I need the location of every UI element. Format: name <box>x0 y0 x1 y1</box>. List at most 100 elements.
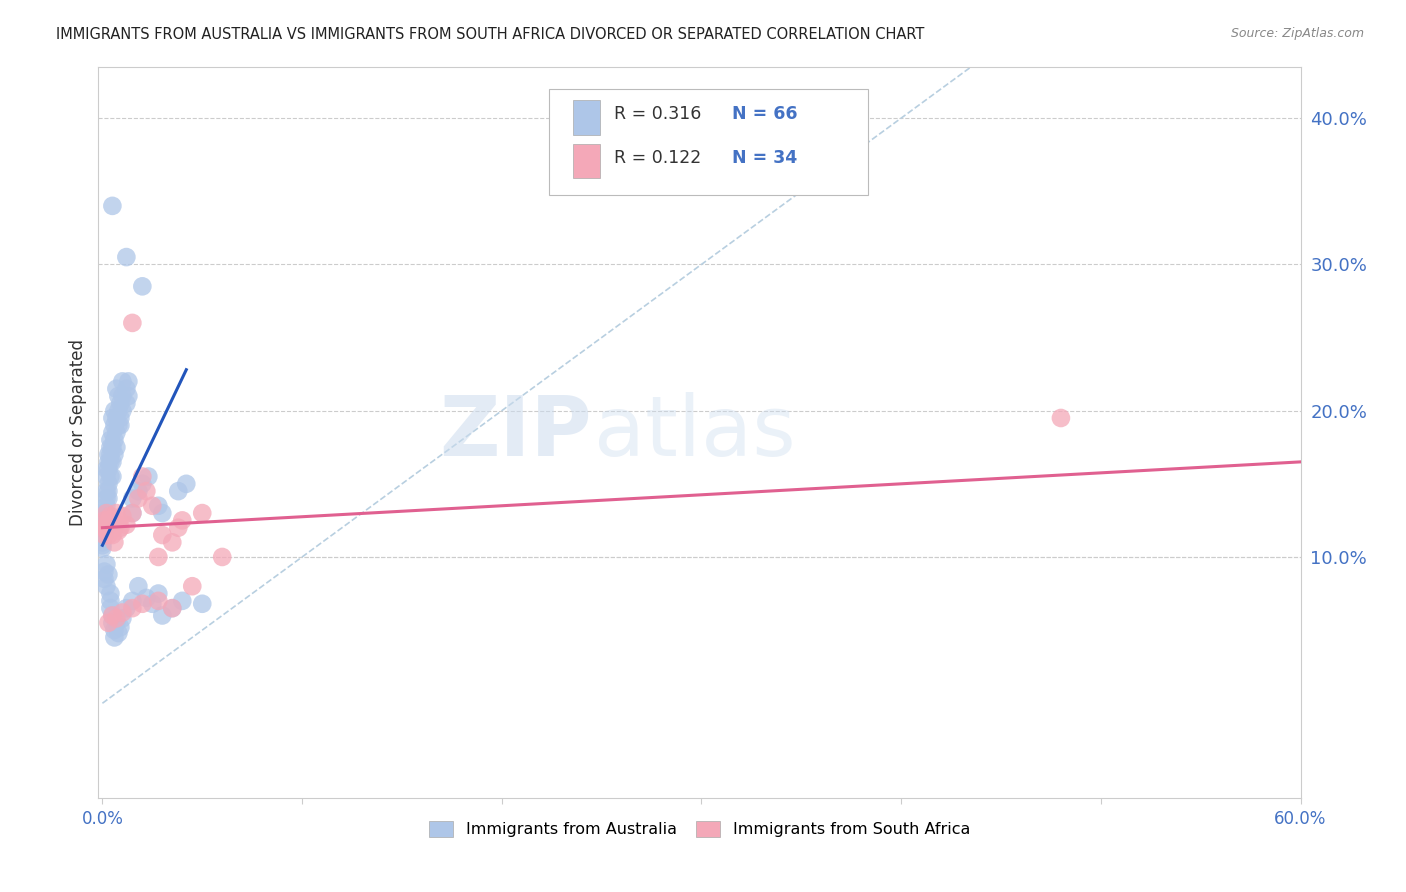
Point <box>91 541 114 556</box>
Point <box>121 601 143 615</box>
Point <box>111 606 134 620</box>
Point <box>101 455 124 469</box>
Point <box>111 508 134 523</box>
Point <box>148 586 170 600</box>
Point <box>91 521 114 535</box>
Text: 0.0%: 0.0% <box>82 810 124 828</box>
Point <box>107 513 129 527</box>
Point <box>96 491 118 506</box>
Point <box>121 506 143 520</box>
Point <box>91 512 114 526</box>
Point <box>115 396 138 410</box>
Point <box>107 389 129 403</box>
Bar <box>574 145 600 178</box>
Point <box>141 499 163 513</box>
Point <box>100 601 122 615</box>
Point <box>127 579 149 593</box>
Point <box>100 448 122 462</box>
Point <box>100 440 122 454</box>
Point <box>162 601 184 615</box>
Point <box>167 484 190 499</box>
Point <box>105 440 128 454</box>
Point <box>148 594 170 608</box>
Point <box>97 448 120 462</box>
Point <box>150 506 173 520</box>
Point <box>148 499 170 513</box>
Point <box>101 411 124 425</box>
Point <box>101 528 124 542</box>
Point <box>211 549 233 564</box>
Point <box>96 517 118 532</box>
Point <box>100 594 122 608</box>
Point <box>107 403 129 417</box>
Point <box>111 389 134 403</box>
Point <box>100 455 122 469</box>
Point <box>96 558 118 572</box>
Point <box>103 403 125 417</box>
Point <box>150 608 173 623</box>
Point <box>101 440 124 454</box>
Point <box>101 615 124 630</box>
Point <box>174 476 197 491</box>
Point <box>162 535 184 549</box>
Point <box>121 506 143 520</box>
Point <box>91 524 114 538</box>
Point <box>100 586 122 600</box>
Point <box>135 591 157 605</box>
Point <box>131 597 153 611</box>
Point <box>93 528 115 542</box>
Point <box>97 521 120 535</box>
Point <box>97 615 120 630</box>
Point <box>97 476 120 491</box>
Point <box>91 535 114 549</box>
Point <box>103 623 125 637</box>
Point <box>111 403 134 417</box>
Point <box>91 506 114 520</box>
Point <box>110 396 132 410</box>
Point <box>100 508 122 523</box>
Point <box>97 513 120 527</box>
Point <box>93 521 115 535</box>
Point <box>91 529 114 543</box>
Point <box>117 375 139 389</box>
Text: N = 34: N = 34 <box>733 149 797 168</box>
Point <box>103 535 125 549</box>
Point <box>115 517 138 532</box>
Point <box>111 375 134 389</box>
Point <box>105 425 128 440</box>
Point <box>103 521 125 535</box>
Point <box>117 389 139 403</box>
Point <box>93 513 115 527</box>
Point <box>105 411 128 425</box>
Point <box>121 594 143 608</box>
Point <box>91 517 114 532</box>
Point <box>115 382 138 396</box>
Point <box>105 611 128 625</box>
Point <box>131 476 153 491</box>
Point <box>110 620 132 634</box>
Point <box>105 382 128 396</box>
Point <box>103 433 125 447</box>
Point <box>96 484 118 499</box>
Point <box>148 549 170 564</box>
Text: ZIP: ZIP <box>439 392 592 473</box>
Point <box>101 608 124 623</box>
Point <box>93 528 115 542</box>
Text: IMMIGRANTS FROM AUSTRALIA VS IMMIGRANTS FROM SOUTH AFRICA DIVORCED OR SEPARATED : IMMIGRANTS FROM AUSTRALIA VS IMMIGRANTS … <box>56 27 925 42</box>
Point <box>121 316 143 330</box>
Text: Source: ZipAtlas.com: Source: ZipAtlas.com <box>1230 27 1364 40</box>
Point <box>107 524 129 538</box>
Point <box>110 411 132 425</box>
Point <box>150 528 173 542</box>
Point <box>97 528 120 542</box>
Point <box>103 418 125 433</box>
Point <box>167 521 190 535</box>
Point <box>121 491 143 506</box>
Point <box>138 469 160 483</box>
Point <box>100 469 122 483</box>
Text: R = 0.316: R = 0.316 <box>614 105 702 123</box>
Point <box>162 601 184 615</box>
Point <box>1050 411 1073 425</box>
Point <box>96 579 118 593</box>
Point <box>110 418 132 433</box>
